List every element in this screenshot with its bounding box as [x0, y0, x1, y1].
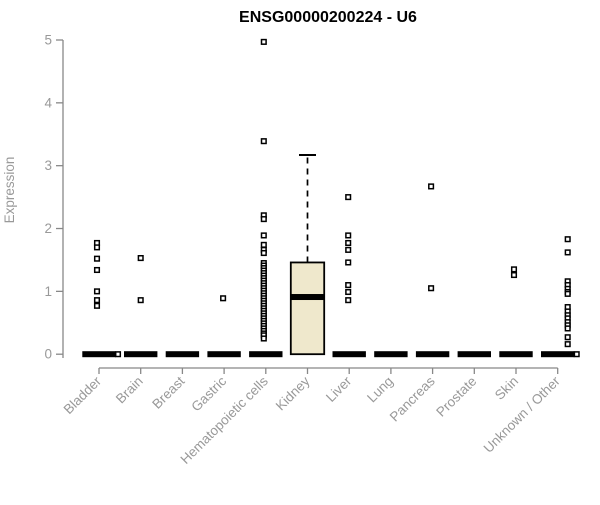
- outlier-point: [428, 285, 435, 292]
- y-axis-tick-label: 4: [44, 95, 52, 110]
- outlier-point: [137, 255, 144, 262]
- outlier-point: [93, 244, 101, 251]
- outlier-point: [260, 249, 267, 257]
- outlier-point: [564, 325, 571, 332]
- y-axis-tick-label: 1: [44, 284, 52, 299]
- outlier-point: [260, 335, 267, 342]
- zero-collapsed-box: [374, 351, 408, 358]
- outlier-point: [345, 194, 352, 201]
- zero-collapsed-box: [457, 351, 491, 358]
- outlier-point: [260, 38, 267, 45]
- outlier-point: [345, 288, 352, 296]
- y-axis-tick-label: 5: [44, 33, 52, 48]
- outlier-point: [573, 351, 580, 358]
- zero-collapsed-box: [499, 351, 533, 358]
- zero-collapsed-box: [415, 351, 450, 358]
- outlier-point: [220, 295, 227, 302]
- outlier-point: [428, 183, 435, 190]
- zero-collapsed-box: [82, 351, 116, 358]
- outlier-point: [345, 282, 352, 289]
- boxes-layer: [82, 153, 575, 358]
- outlier-point: [345, 232, 352, 239]
- outlier-point: [260, 216, 267, 223]
- outlier-points-layer: [93, 38, 580, 358]
- outlier-point: [93, 266, 101, 274]
- outlier-point: [564, 341, 571, 348]
- outlier-point: [345, 246, 352, 253]
- zero-collapsed-box: [249, 351, 283, 358]
- outlier-point: [93, 297, 101, 304]
- zero-collapsed-box: [541, 351, 575, 358]
- zero-collapsed-box: [332, 351, 366, 358]
- outlier-point: [93, 302, 101, 309]
- zero-collapsed-box: [124, 351, 158, 358]
- outlier-point: [564, 334, 571, 341]
- outlier-point: [93, 255, 101, 262]
- outlier-point: [114, 351, 122, 358]
- boxplot-box: [289, 261, 326, 356]
- outlier-point: [260, 241, 267, 248]
- outlier-point: [260, 138, 267, 145]
- outlier-point: [510, 271, 518, 279]
- zero-collapsed-box: [207, 351, 241, 358]
- outlier-point: [510, 266, 518, 273]
- y-axis-tick-label: 0: [44, 347, 52, 362]
- outlier-point: [260, 232, 267, 239]
- outlier-point: [564, 290, 571, 297]
- zero-collapsed-box: [165, 351, 200, 358]
- y-axis-tick-label: 2: [44, 221, 52, 236]
- boxplot-median-line: [290, 294, 325, 301]
- outlier-point: [345, 297, 352, 304]
- outlier-point: [564, 236, 571, 243]
- outlier-point: [345, 239, 352, 247]
- outlier-point: [345, 259, 352, 266]
- y-axis-tick-label: 3: [44, 158, 52, 173]
- outlier-point: [93, 288, 101, 295]
- chart-title: ENSG00000200224 - U6: [239, 9, 417, 26]
- outlier-point: [564, 249, 571, 256]
- y-axis-label: Expression: [2, 157, 17, 224]
- outlier-point: [137, 297, 144, 304]
